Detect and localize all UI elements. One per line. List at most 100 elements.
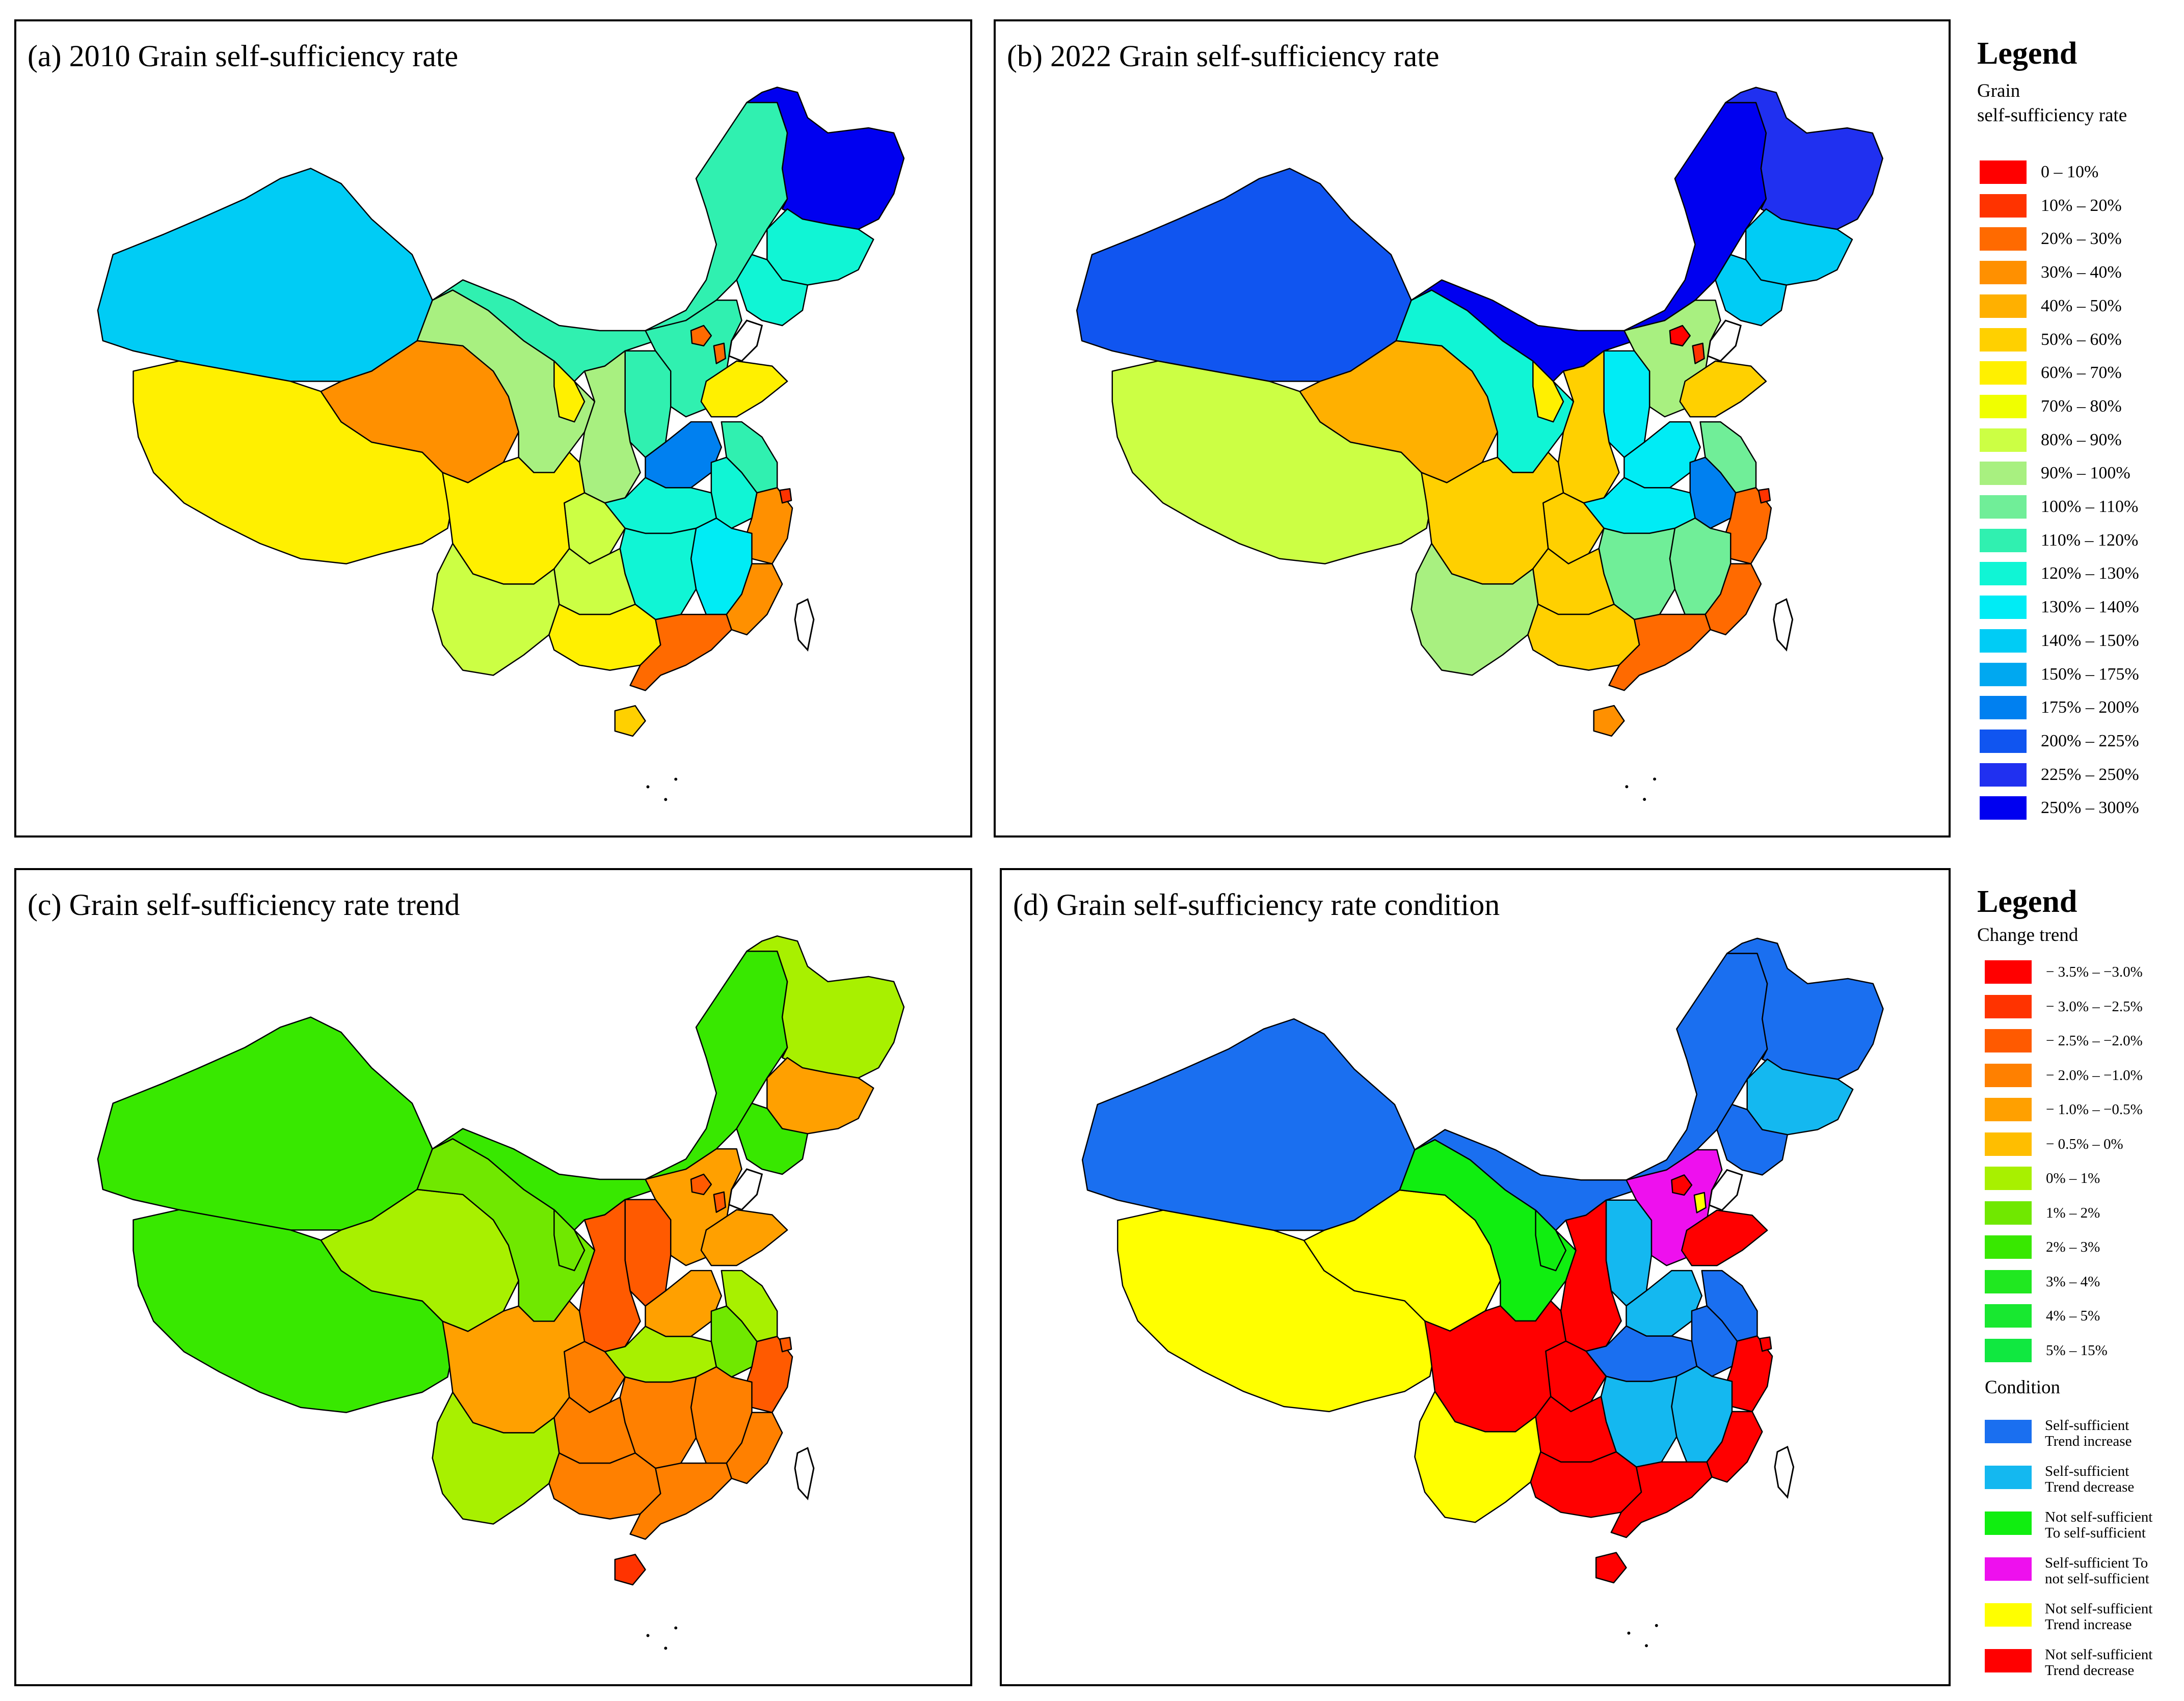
province-beijing <box>1671 1174 1693 1196</box>
legend-label-line: To self-sufficient <box>2045 1525 2146 1541</box>
legend-label-line: Self-sufficient <box>2045 1463 2129 1479</box>
legend-label: 120% – 130% <box>2041 564 2139 583</box>
province-tibet <box>132 360 454 564</box>
legend-swatch <box>1985 1649 2032 1672</box>
south-sea-island <box>646 1634 650 1637</box>
legend-swatch <box>1980 495 2027 519</box>
legend-swatch <box>1985 1557 2032 1581</box>
province-shanghai <box>779 488 792 504</box>
legend-label: 150% – 175% <box>2041 664 2139 684</box>
province-hainan <box>1595 1552 1627 1584</box>
province-yunnan <box>432 543 560 676</box>
taiwan-island <box>1774 1445 1795 1499</box>
legend-swatch <box>1985 1338 2032 1362</box>
legend-trend: Legend Change trend − 3.5% – −3.0% − 3.0%… <box>1977 884 2181 1699</box>
province-heilongjiang <box>1725 87 1883 230</box>
province-shanxi <box>1605 1199 1653 1307</box>
legend-label-line: Self-sufficient To <box>2045 1555 2148 1571</box>
legend-label: 2% – 3% <box>2046 1239 2100 1255</box>
legend-label: 80% – 90% <box>2041 430 2122 449</box>
map-d <box>1081 937 1884 1648</box>
bohai-sea <box>1707 319 1742 362</box>
province-xinjiang <box>97 168 433 382</box>
province-xinjiang <box>97 1016 433 1231</box>
south-sea-island <box>664 798 668 801</box>
panel-a: (a) 2010 Grain self-sufficiency rate <box>14 19 972 838</box>
legend-swatch <box>1980 796 2027 820</box>
province-ningxia <box>1535 1209 1567 1272</box>
legend-swatch <box>1985 1132 2032 1156</box>
legend-rate-subtitle-1: Grain <box>1977 80 2020 101</box>
province-liaoning <box>736 1102 809 1175</box>
legend-label: 40% – 50% <box>2041 296 2122 315</box>
bohai-sea <box>1708 1169 1743 1211</box>
legend-swatch <box>1980 662 2027 686</box>
province-ningxia <box>553 360 585 423</box>
china-map <box>1081 937 1884 1648</box>
province-liaoning <box>1715 254 1787 327</box>
legend-label: 70% – 80% <box>2041 396 2122 416</box>
province-ningxia <box>1532 360 1564 423</box>
legend-label: − 2.0% – −1.0% <box>2046 1067 2143 1084</box>
legend-label-line: Not self-sufficient <box>2045 1601 2153 1617</box>
province-beijing <box>1669 325 1691 347</box>
province-yunnan <box>1410 543 1539 676</box>
legend-label: Self-sufficient To not self-sufficient <box>2045 1555 2149 1587</box>
legend-rate-title: Legend <box>1977 36 2078 71</box>
legend-label: Not self-sufficient Trend decrease <box>2045 1647 2152 1679</box>
legend-swatch <box>1980 328 2027 352</box>
province-tianjin <box>1693 1192 1707 1213</box>
province-shanxi <box>1603 350 1650 458</box>
legend-label: 175% – 200% <box>2041 698 2139 717</box>
legend-rate-subtitle-2: self-sufficiency rate <box>1977 105 2127 126</box>
legend-label: 110% – 120% <box>2041 530 2139 550</box>
legend-label: 130% – 140% <box>2041 598 2139 617</box>
province-shanghai <box>779 1337 792 1353</box>
province-hainan <box>614 1554 646 1586</box>
province-fujian <box>726 563 783 636</box>
legend-swatch <box>1980 729 2027 753</box>
legend-swatch <box>1985 1511 2032 1535</box>
legend-swatch <box>1980 194 2027 218</box>
legend-label-line: Not self-sufficient <box>2045 1646 2153 1663</box>
province-hainan <box>1593 705 1625 737</box>
province-xinjiang <box>1076 168 1412 382</box>
legend-swatch <box>1980 763 2027 787</box>
legend-label: 10% – 20% <box>2041 196 2122 215</box>
south-sea-island <box>674 1626 678 1630</box>
legend-label: − 0.5% – 0% <box>2046 1136 2123 1152</box>
province-heilongjiang <box>746 935 905 1079</box>
legend-swatch <box>1985 1201 2032 1225</box>
province-liaoning <box>736 254 809 327</box>
province-shandong <box>700 360 788 418</box>
province-guangxi <box>548 604 661 671</box>
province-tibet <box>1117 1209 1436 1413</box>
legend-swatch <box>1980 696 2027 720</box>
province-tibet <box>132 1209 454 1413</box>
legend-label: 200% – 225% <box>2041 731 2139 750</box>
south-sea-island <box>1627 1631 1631 1635</box>
province-guangdong <box>629 1462 732 1540</box>
panel-c-title: (c) Grain self-sufficiency rate trend <box>28 888 460 922</box>
province-heilongjiang <box>746 87 905 230</box>
panel-d: (d) Grain self-sufficiency rate conditio… <box>1000 868 1951 1686</box>
province-guangxi <box>1530 1451 1642 1518</box>
province-shaanxi <box>578 350 641 504</box>
legend-label: 100% – 110% <box>2041 497 2139 516</box>
china-map <box>1076 87 1883 801</box>
legend-swatch <box>1985 1466 2032 1489</box>
legend-trend-title: Legend <box>1977 884 2078 919</box>
legend-label-line: Trend increase <box>2045 1433 2132 1449</box>
legend-label: − 3.0% – −2.5% <box>2046 998 2143 1015</box>
legend-swatch <box>1980 361 2027 385</box>
province-shandong <box>1679 360 1767 418</box>
legend-label: 60% – 70% <box>2041 363 2122 383</box>
legend-label: Self-sufficient Trend increase <box>2045 1418 2132 1449</box>
province-shaanxi <box>1560 1199 1622 1352</box>
south-sea-island <box>1655 1624 1658 1627</box>
legend-label: 0% – 1% <box>2046 1170 2100 1186</box>
legend-label: 30% – 40% <box>2041 263 2122 282</box>
legend-swatch <box>1985 1063 2032 1087</box>
south-sea-island <box>664 1646 668 1650</box>
legend-swatch <box>1985 1420 2032 1443</box>
